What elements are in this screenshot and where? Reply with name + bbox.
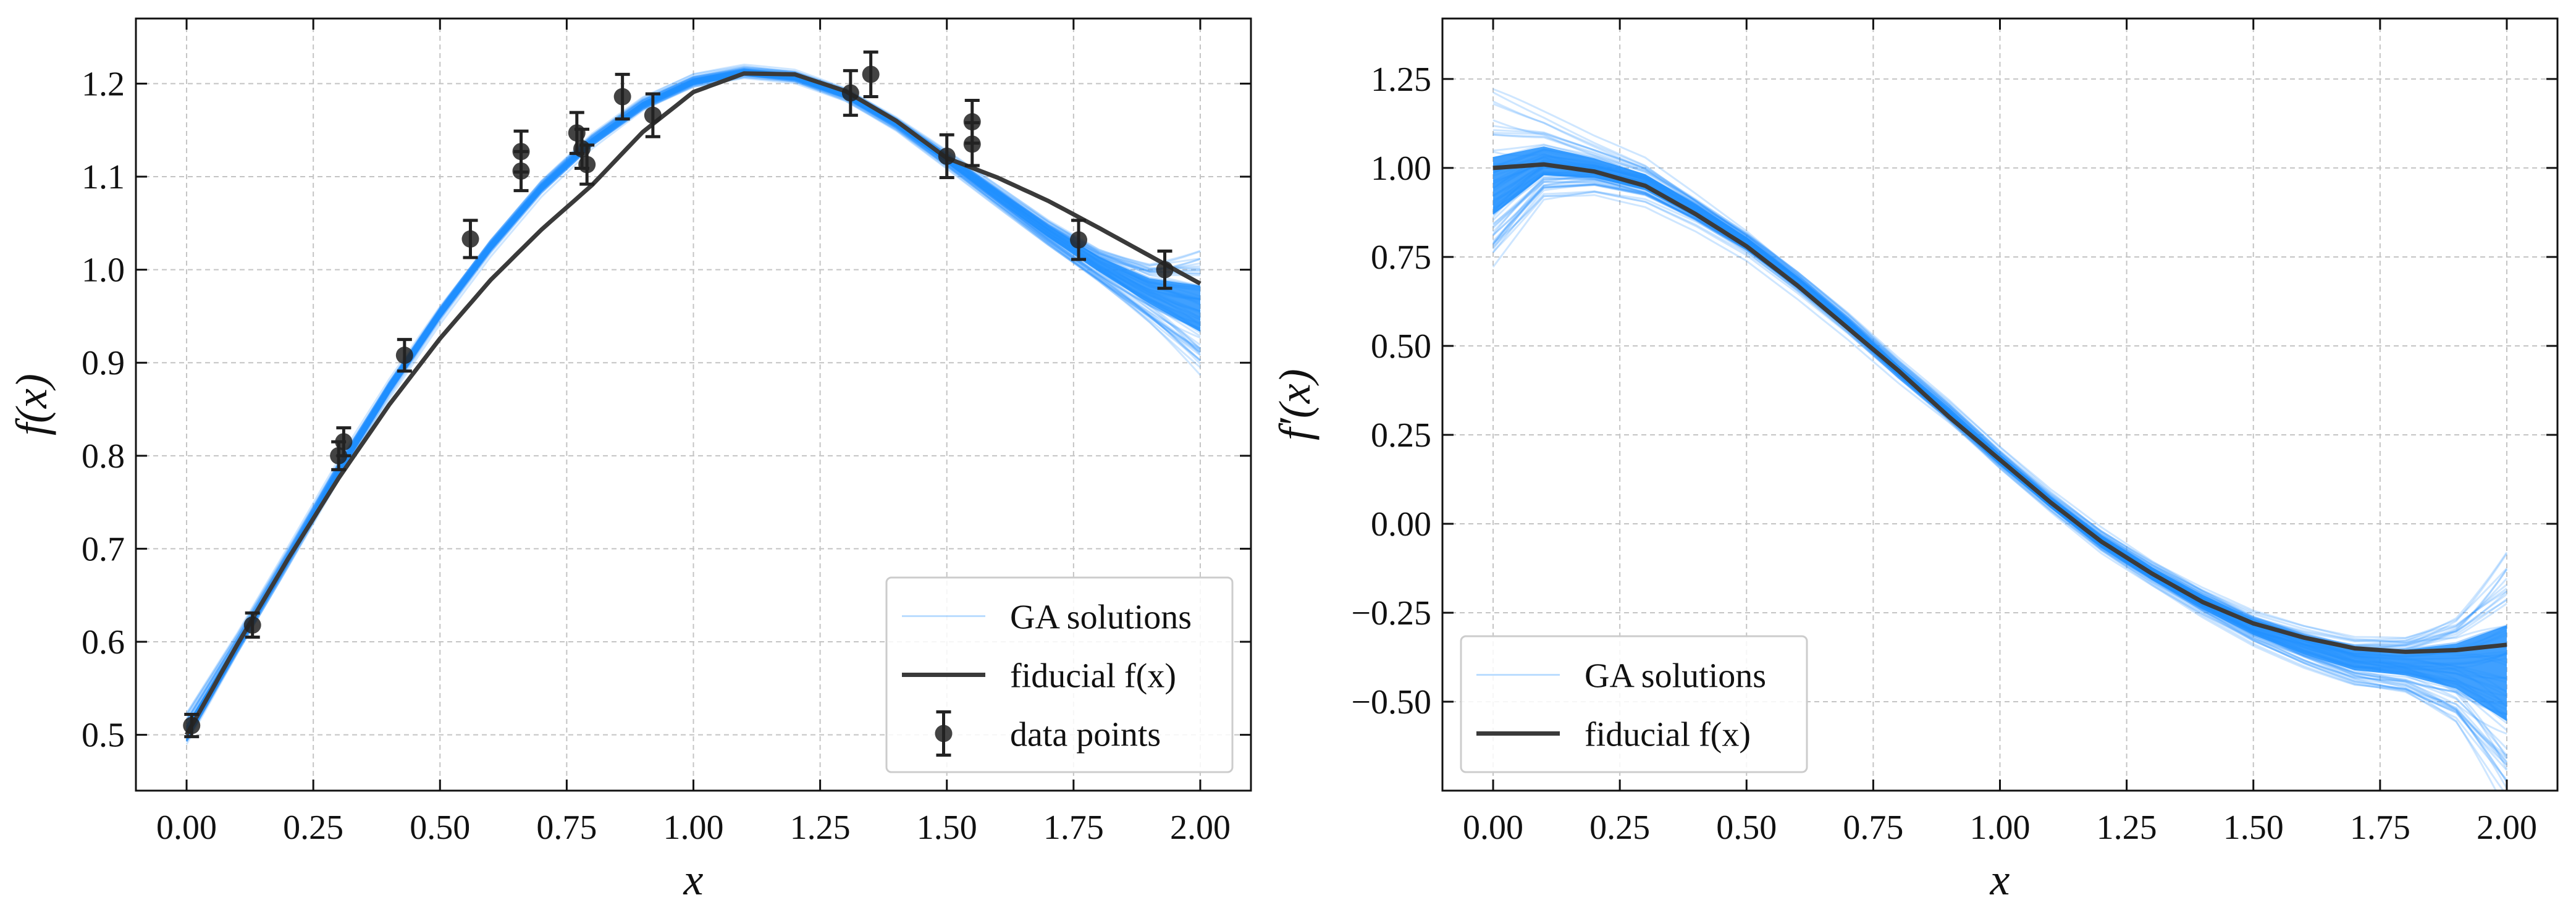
legend-box [1460,635,1808,773]
ga-solution-line [1492,175,2507,671]
data-point [963,121,981,167]
x-tick-label: 1.25 [790,809,851,847]
data-marker [395,347,413,364]
y-tick-label: 1.0 [82,251,125,290]
left-panel: 0.00 0.25 0.50 0.75 1.00 1.25 1.50 1.75 2.00 0.5 0… [7,17,1252,904]
y-tick-label: 0.5 [82,717,125,755]
data-marker [578,156,596,174]
x-tick-label: 0.25 [283,809,343,847]
y-tick-label: 0.00 [1371,505,1431,544]
legend-label: GA solutions [1010,599,1192,637]
data-point [862,50,880,99]
right-panel: 0.00 0.25 0.50 0.75 1.00 1.25 1.50 1.75 2.00 −0.5… [1270,17,2559,904]
data-point [613,72,631,121]
fiducial-curve [184,71,1202,736]
y-tick-label: 0.50 [1371,327,1431,366]
legend-label: data points [1010,716,1161,754]
data-marker [613,88,631,106]
data-marker [1156,261,1174,279]
x-tick-label: 0.25 [1589,809,1650,847]
data-marker [512,162,530,180]
y-tick-label: 1.2 [82,65,125,103]
plot-area [183,50,1202,745]
ga-solution-line [1492,184,2507,680]
data-marker [335,433,353,451]
y-axis-label: f(x) [7,374,56,435]
x-tick-label: 1.75 [1043,809,1104,847]
data-marker [1070,231,1088,249]
data-point [243,611,261,639]
x-tick-label: 1.00 [663,809,724,847]
y-tick-label: −0.50 [1351,683,1431,721]
ga-solution-line [1492,148,2507,715]
data-point [1156,250,1174,290]
ga-solution-line [185,75,1201,715]
legend-swatch-marker [935,725,953,742]
x-tick-label: 1.50 [2223,809,2284,847]
legend-label: fiducial f(x) [1585,716,1751,754]
x-tick-label: 2.00 [1170,809,1231,847]
y-tick-label: 0.25 [1371,416,1431,455]
x-axis-label: x [683,855,704,904]
ga-solution-line [1492,155,2508,655]
legend-label: fiducial f(x) [1010,657,1176,696]
x-tick-label: 1.50 [917,809,977,847]
data-marker [243,616,261,634]
x-axis-label: x [1990,855,2010,904]
data-marker [963,135,981,153]
data-marker [841,84,859,102]
data-point [644,92,662,138]
x-tick-label: 0.75 [1843,809,1903,847]
legend-label: GA solutions [1585,657,1766,696]
y-tick-label: 0.9 [82,344,125,382]
y-axis-label: f′(x) [1270,369,1320,440]
y-tick-label: −0.25 [1351,594,1431,633]
y-tick-label: 0.7 [82,530,125,568]
legend: GA solutions fiducial f(x) [1460,635,1808,773]
y-tick-label: 1.00 [1371,149,1431,188]
y-tick-label: 1.1 [82,158,125,196]
x-tick-label: 1.25 [2097,809,2157,847]
data-point [183,713,201,739]
data-marker [183,717,201,734]
legend-box [885,576,1234,773]
data-point [461,219,479,259]
y-tick-label: 0.6 [82,623,125,662]
data-point [335,426,353,458]
data-marker [644,106,662,124]
x-tick-label: 0.50 [410,809,470,847]
x-tick-label: 2.00 [2477,809,2537,847]
x-tick-label: 1.00 [1970,809,2031,847]
x-tick-label: 1.75 [2350,809,2410,847]
x-tick-label: 0.75 [536,809,597,847]
data-point [578,143,596,186]
data-point [841,69,859,117]
ga-solutions-core [1493,146,2507,721]
plot-area [1492,88,2508,791]
data-point [512,149,530,193]
y-tick-label: 0.8 [82,437,125,476]
data-point [395,338,413,373]
ga-solution-line [1492,156,2507,654]
legend: GA solutions fiducial f(x) data points [885,576,1234,773]
data-marker [938,147,956,165]
y-tick-label: 0.75 [1371,238,1431,277]
ga-solution-line [1492,148,2508,646]
x-tick-label: 0.00 [156,809,217,847]
data-point [1070,219,1088,261]
x-tick-label: 0.50 [1716,809,1777,847]
data-marker [461,230,479,248]
data-marker [862,65,880,83]
y-tick-label: 1.25 [1371,61,1431,99]
fiducial-curve [1492,162,2507,654]
x-tick-label: 0.00 [1463,809,1523,847]
data-point [938,133,956,180]
ga-solution-line [1492,183,2507,680]
